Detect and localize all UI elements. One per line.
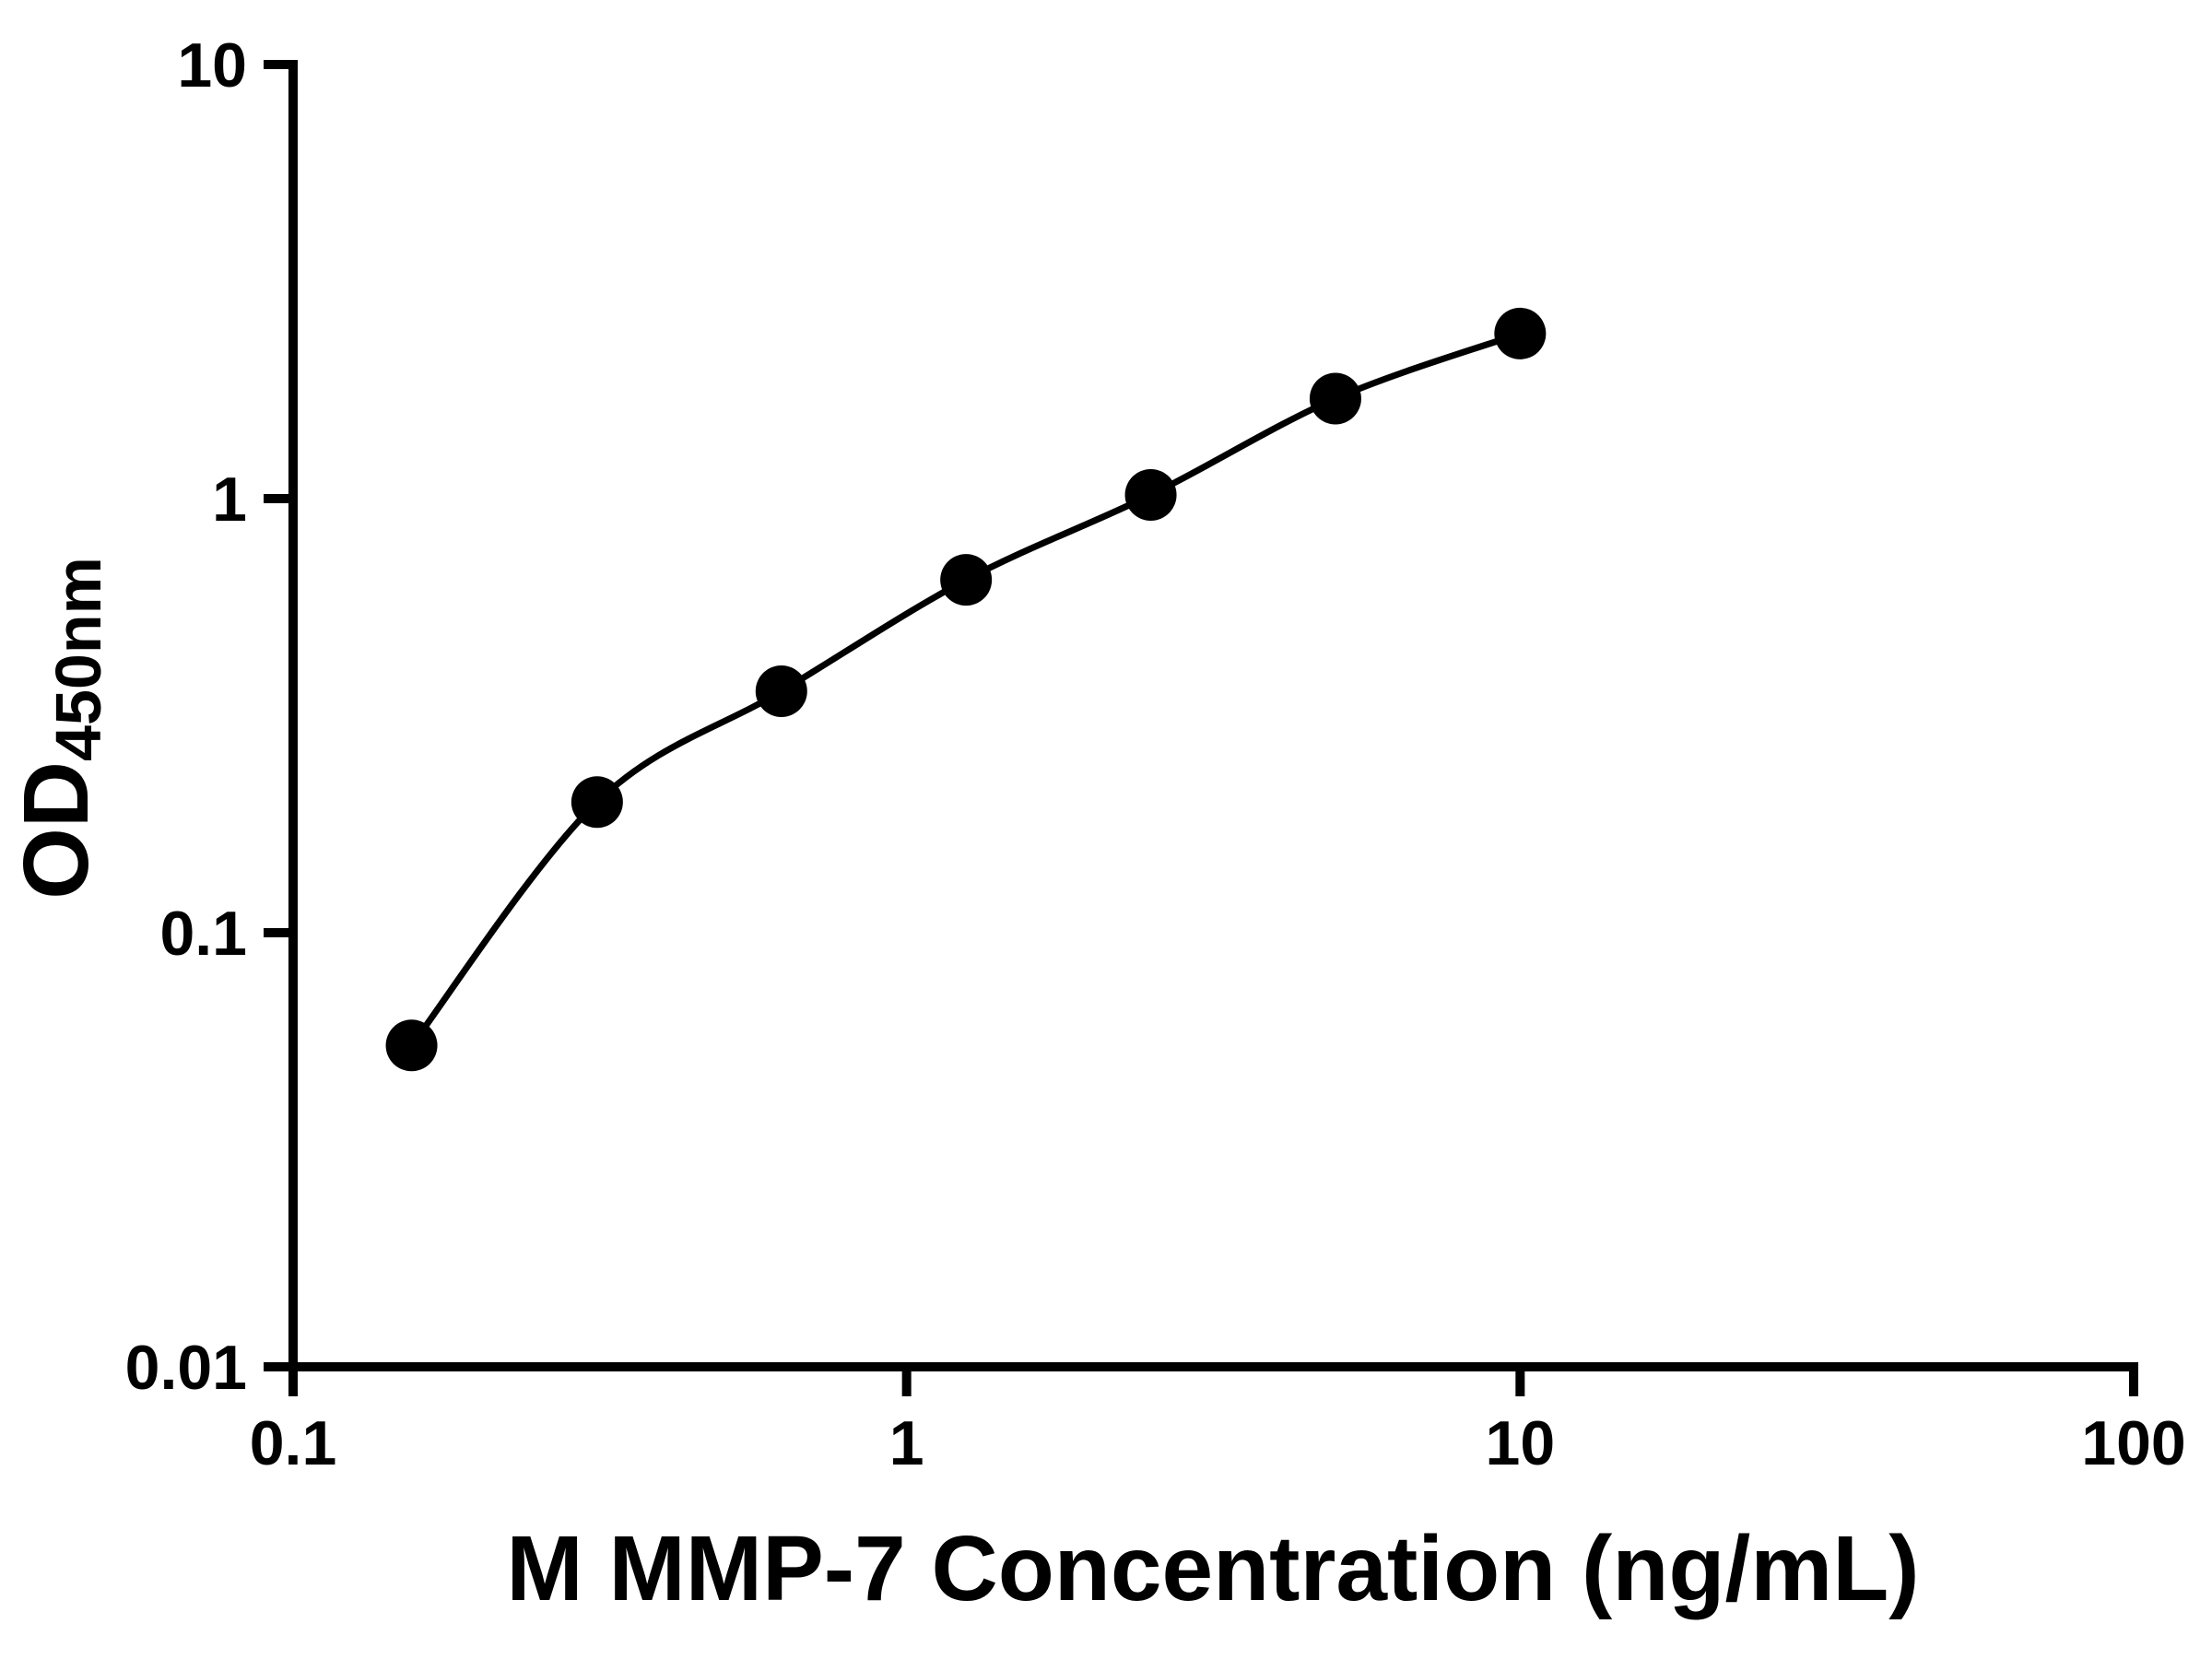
y-axis-title: OD450nm <box>5 557 114 900</box>
data-point <box>385 1019 438 1072</box>
fit-curve <box>408 330 1522 1048</box>
y-tick-label: 0.1 <box>159 899 247 969</box>
y-tick-label: 0.01 <box>125 1333 247 1403</box>
data-point <box>571 776 623 829</box>
y-axis-title-sub: 450nm <box>42 557 114 761</box>
x-axis-title: M MMP-7 Concentration (ng/mL) <box>506 1517 1919 1620</box>
data-point <box>1309 372 1361 425</box>
y-axis-title-text: OD450nm <box>5 557 114 900</box>
y-axis-title-main: OD <box>5 761 108 900</box>
x-tick-label: 100 <box>2081 1408 2185 1478</box>
data-point <box>755 665 807 717</box>
data-point <box>1124 468 1177 521</box>
axes <box>288 60 2138 1371</box>
y-tick-label: 1 <box>212 465 247 535</box>
y-tick-label: 10 <box>177 30 247 100</box>
data-point <box>940 554 993 606</box>
x-tick-label: 0.1 <box>250 1408 337 1478</box>
x-tick-label: 1 <box>889 1408 924 1478</box>
x-tick-label: 10 <box>1486 1408 1556 1478</box>
data-point <box>1494 307 1547 359</box>
